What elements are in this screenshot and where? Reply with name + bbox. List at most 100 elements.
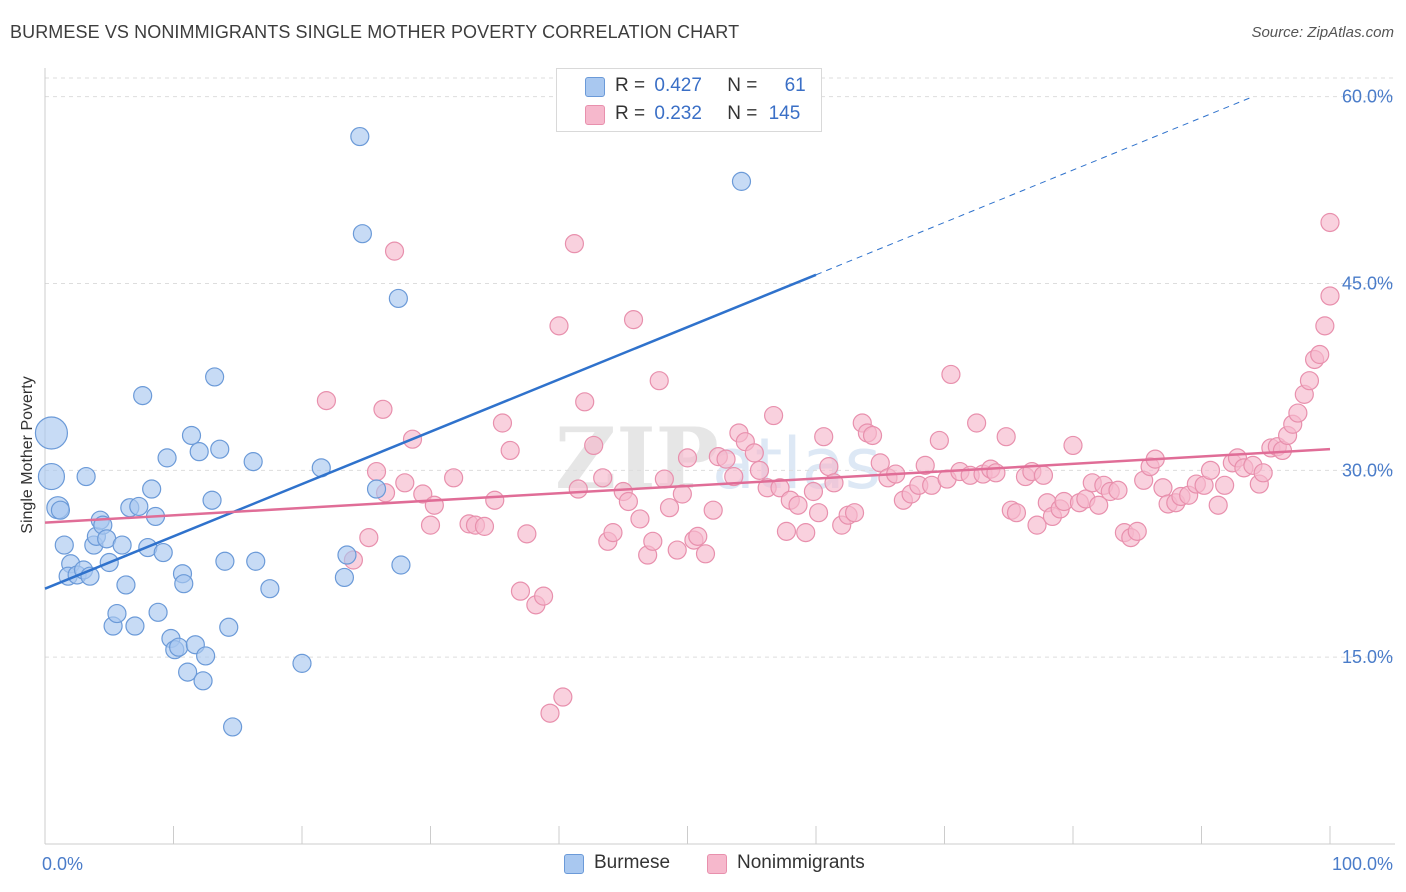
data-point (500, 440, 520, 461)
legend-n-value: 61 (784, 75, 806, 96)
data-point (193, 671, 213, 691)
data-point (618, 491, 638, 512)
data-point (788, 495, 808, 515)
burmese-trend-line (44, 273, 817, 590)
data-point (174, 574, 194, 594)
burmese-swatch (585, 77, 605, 97)
data-point (202, 490, 222, 510)
burmese-legend-swatch (564, 854, 584, 874)
data-point (814, 427, 834, 447)
data-point (474, 516, 495, 536)
data-point (1153, 478, 1173, 498)
data-point (870, 453, 890, 473)
legend-n-label: N = (727, 103, 758, 124)
data-point (540, 703, 560, 723)
data-point (205, 367, 225, 387)
data-point (492, 413, 513, 433)
data-point (553, 687, 573, 707)
data-point (703, 500, 723, 520)
data-point (366, 461, 387, 482)
nonimmigrants-trend-line (44, 447, 1331, 524)
data-point (395, 473, 415, 493)
data-point (148, 602, 168, 622)
data-point (1208, 495, 1228, 515)
data-point (819, 457, 839, 477)
data-point (688, 526, 708, 546)
data-point (1108, 480, 1128, 500)
data-point (142, 479, 162, 499)
data-point (350, 126, 370, 147)
data-point (1027, 515, 1047, 535)
legend-r-label: R = (615, 103, 646, 124)
data-point (744, 443, 764, 463)
data-point (1006, 503, 1027, 523)
data-point (359, 527, 379, 548)
data-point (157, 448, 177, 468)
source-label: Source: ZipAtlas.com (1251, 24, 1394, 41)
data-point (391, 555, 411, 575)
data-point (1215, 475, 1235, 495)
data-point (996, 427, 1016, 447)
data-point (1033, 465, 1054, 485)
data-point (533, 586, 554, 606)
data-point (215, 551, 235, 571)
data-point (1200, 460, 1221, 480)
nonimmigrants-swatch (585, 105, 605, 125)
data-point (1310, 344, 1330, 365)
burmese-trend-extension (815, 96, 1254, 276)
data-point (246, 551, 266, 571)
nonimmigrants-legend-label: Nonimmigrants (737, 852, 865, 873)
data-point (643, 531, 663, 551)
data-point (770, 478, 790, 498)
data-point (510, 581, 531, 601)
data-point (76, 466, 96, 487)
data-point (352, 224, 372, 244)
data-point (568, 479, 588, 499)
data-point (967, 413, 987, 433)
data-point (292, 653, 312, 673)
data-point (178, 662, 198, 682)
burmese-points (34, 126, 752, 737)
data-point (388, 288, 408, 309)
data-point (654, 469, 674, 489)
data-point (384, 241, 405, 261)
data-point (181, 425, 202, 446)
data-point (941, 364, 961, 385)
data-point (107, 603, 127, 624)
data-point (603, 523, 623, 543)
y-tick-label: 60.0% (1342, 87, 1393, 107)
data-point (929, 430, 949, 451)
nonimmigrants-points (316, 212, 1340, 723)
data-point (210, 439, 230, 459)
data-point (420, 515, 441, 535)
legend-n-value: 145 (768, 103, 801, 124)
data-point (125, 616, 145, 636)
data-point (808, 503, 829, 523)
data-point (844, 503, 865, 523)
trend-lines (44, 96, 1331, 590)
data-point (677, 448, 698, 468)
legend-n-label: N = (727, 75, 758, 96)
data-point (862, 425, 883, 446)
data-point (413, 484, 433, 504)
data-point (260, 579, 280, 599)
data-point (316, 390, 337, 411)
data-point (334, 567, 355, 588)
data-point (1315, 316, 1335, 336)
data-point (1299, 371, 1320, 391)
data-point (1127, 521, 1147, 541)
correlation-legend: R = 0.427 N = 61 R = 0.232 N = 145 (556, 68, 822, 132)
data-point (37, 462, 66, 491)
data-point (373, 399, 393, 419)
data-point (564, 234, 585, 254)
data-point (223, 717, 243, 737)
data-point (112, 535, 132, 555)
y-tick-label: 30.0% (1342, 460, 1393, 480)
data-point (54, 535, 74, 555)
data-point (116, 575, 136, 595)
data-point (575, 392, 595, 412)
grid (45, 77, 1395, 658)
data-point (776, 521, 797, 541)
data-point (129, 496, 149, 517)
